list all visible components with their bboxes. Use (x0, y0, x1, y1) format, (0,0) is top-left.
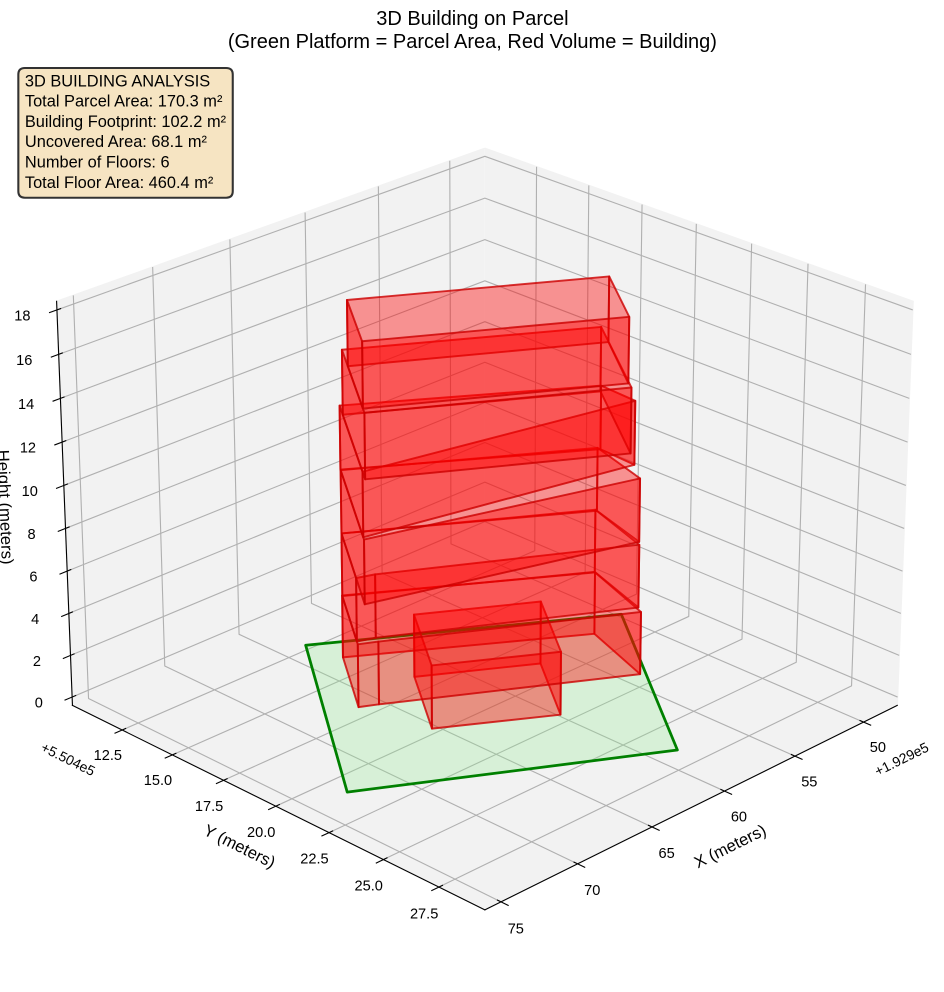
svg-text:2: 2 (33, 654, 41, 670)
svg-text:Number of Floors: 6: Number of Floors: 6 (25, 154, 170, 172)
svg-text:18: 18 (14, 308, 30, 324)
svg-text:65: 65 (659, 846, 675, 862)
svg-text:0: 0 (35, 696, 43, 712)
svg-text:Height (meters): Height (meters) (0, 449, 17, 564)
svg-text:3D BUILDING ANALYSIS: 3D BUILDING ANALYSIS (25, 72, 210, 90)
svg-text:55: 55 (801, 774, 817, 790)
svg-text:25.0: 25.0 (355, 879, 383, 895)
svg-text:10: 10 (22, 484, 38, 500)
svg-text:14: 14 (18, 397, 34, 413)
svg-text:70: 70 (584, 883, 600, 899)
svg-text:16: 16 (16, 353, 32, 369)
svg-text:60: 60 (731, 810, 747, 826)
svg-text:8: 8 (28, 527, 36, 543)
svg-text:22.5: 22.5 (300, 852, 328, 868)
svg-text:50: 50 (870, 740, 886, 756)
svg-text:Total Parcel Area: 170.3 m²: Total Parcel Area: 170.3 m² (25, 93, 223, 111)
svg-text:4: 4 (31, 612, 39, 628)
svg-text:20.0: 20.0 (247, 825, 275, 841)
svg-text:Uncovered Area: 68.1 m²: Uncovered Area: 68.1 m² (25, 133, 208, 151)
svg-text:17.5: 17.5 (195, 799, 223, 815)
svg-text:(Green Platform = Parcel Area,: (Green Platform = Parcel Area, Red Volum… (228, 31, 717, 53)
svg-text:27.5: 27.5 (410, 906, 438, 922)
svg-text:3D Building on Parcel: 3D Building on Parcel (376, 8, 568, 30)
svg-text:12: 12 (20, 441, 36, 457)
svg-text:75: 75 (508, 921, 524, 937)
svg-text:6: 6 (29, 570, 37, 586)
svg-text:Total Floor Area: 460.4 m²: Total Floor Area: 460.4 m² (25, 174, 214, 192)
svg-text:15.0: 15.0 (144, 773, 172, 789)
svg-text:12.5: 12.5 (94, 748, 122, 764)
svg-text:Building Footprint: 102.2 m²: Building Footprint: 102.2 m² (25, 113, 227, 131)
